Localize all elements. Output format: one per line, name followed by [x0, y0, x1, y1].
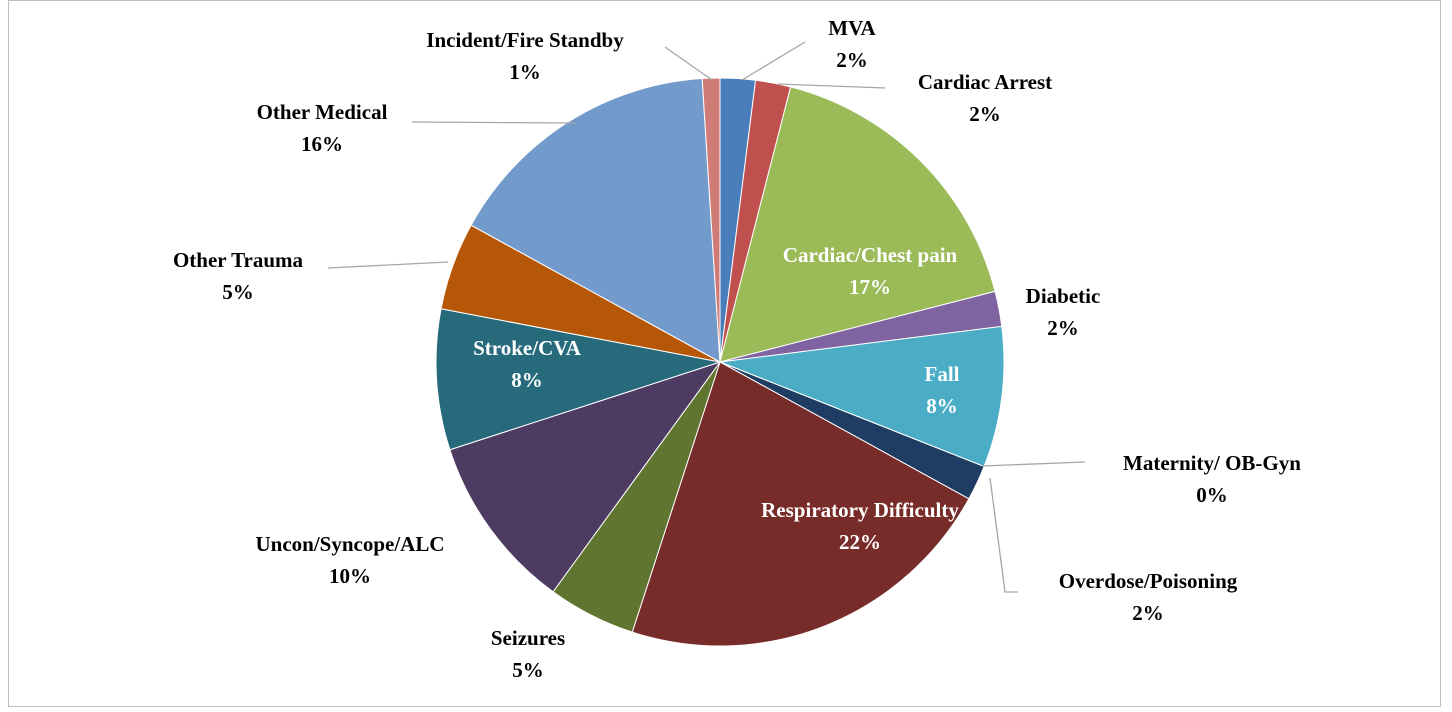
leader-line	[664, 46, 713, 81]
slice-value-label: 5%	[512, 658, 544, 682]
slice-value-label: 2%	[1132, 601, 1164, 625]
slice-label: Incident/Fire Standby	[426, 28, 624, 52]
slice-value-label: 16%	[301, 132, 343, 156]
pie-slice	[449, 361, 722, 593]
slice-label: Stroke/CVA	[473, 336, 582, 360]
slice-label: Other Trauma	[173, 248, 304, 272]
slice-value-label: 2%	[969, 102, 1001, 126]
slice-value-label: 17%	[849, 275, 891, 299]
slice-value-label: 0%	[1196, 483, 1228, 507]
slice-label: Uncon/Syncope/ALC	[255, 532, 444, 556]
slice-value-label: 8%	[926, 394, 958, 418]
leader-line	[777, 83, 886, 89]
leader-line	[981, 461, 1086, 467]
pie-slice	[435, 308, 721, 451]
slice-value-label: 5%	[222, 280, 254, 304]
slice-label: Seizures	[491, 626, 565, 650]
slice-label: Overdose/Poisoning	[1059, 569, 1238, 593]
pie-slice	[470, 78, 721, 363]
pie-slice	[701, 77, 721, 363]
slice-label: Fall	[925, 362, 960, 386]
leader-line	[327, 261, 449, 269]
pie-slice	[631, 361, 970, 647]
slice-label: Other Medical	[257, 100, 388, 124]
slice-label: Respiratory Difficulty	[761, 498, 959, 522]
slice-value-label: 10%	[329, 564, 371, 588]
leader-line	[411, 121, 576, 124]
slice-label: Cardiac/Chest pain	[783, 243, 958, 267]
leader-line	[741, 41, 806, 81]
slice-value-label: 22%	[839, 530, 881, 554]
slice-value-label: 2%	[836, 48, 868, 72]
slice-label: Cardiac Arrest	[918, 70, 1052, 94]
pie-slice	[719, 86, 996, 363]
slice-value-label: 2%	[1047, 316, 1079, 340]
leader-line	[989, 477, 1018, 593]
pie-slice	[719, 325, 1005, 468]
slice-value-label: 8%	[511, 368, 543, 392]
slice-label: Diabetic	[1026, 284, 1101, 308]
slice-label: MVA	[828, 16, 876, 40]
slice-label: Maternity/ OB-Gyn	[1123, 451, 1301, 475]
slice-value-label: 1%	[509, 60, 541, 84]
